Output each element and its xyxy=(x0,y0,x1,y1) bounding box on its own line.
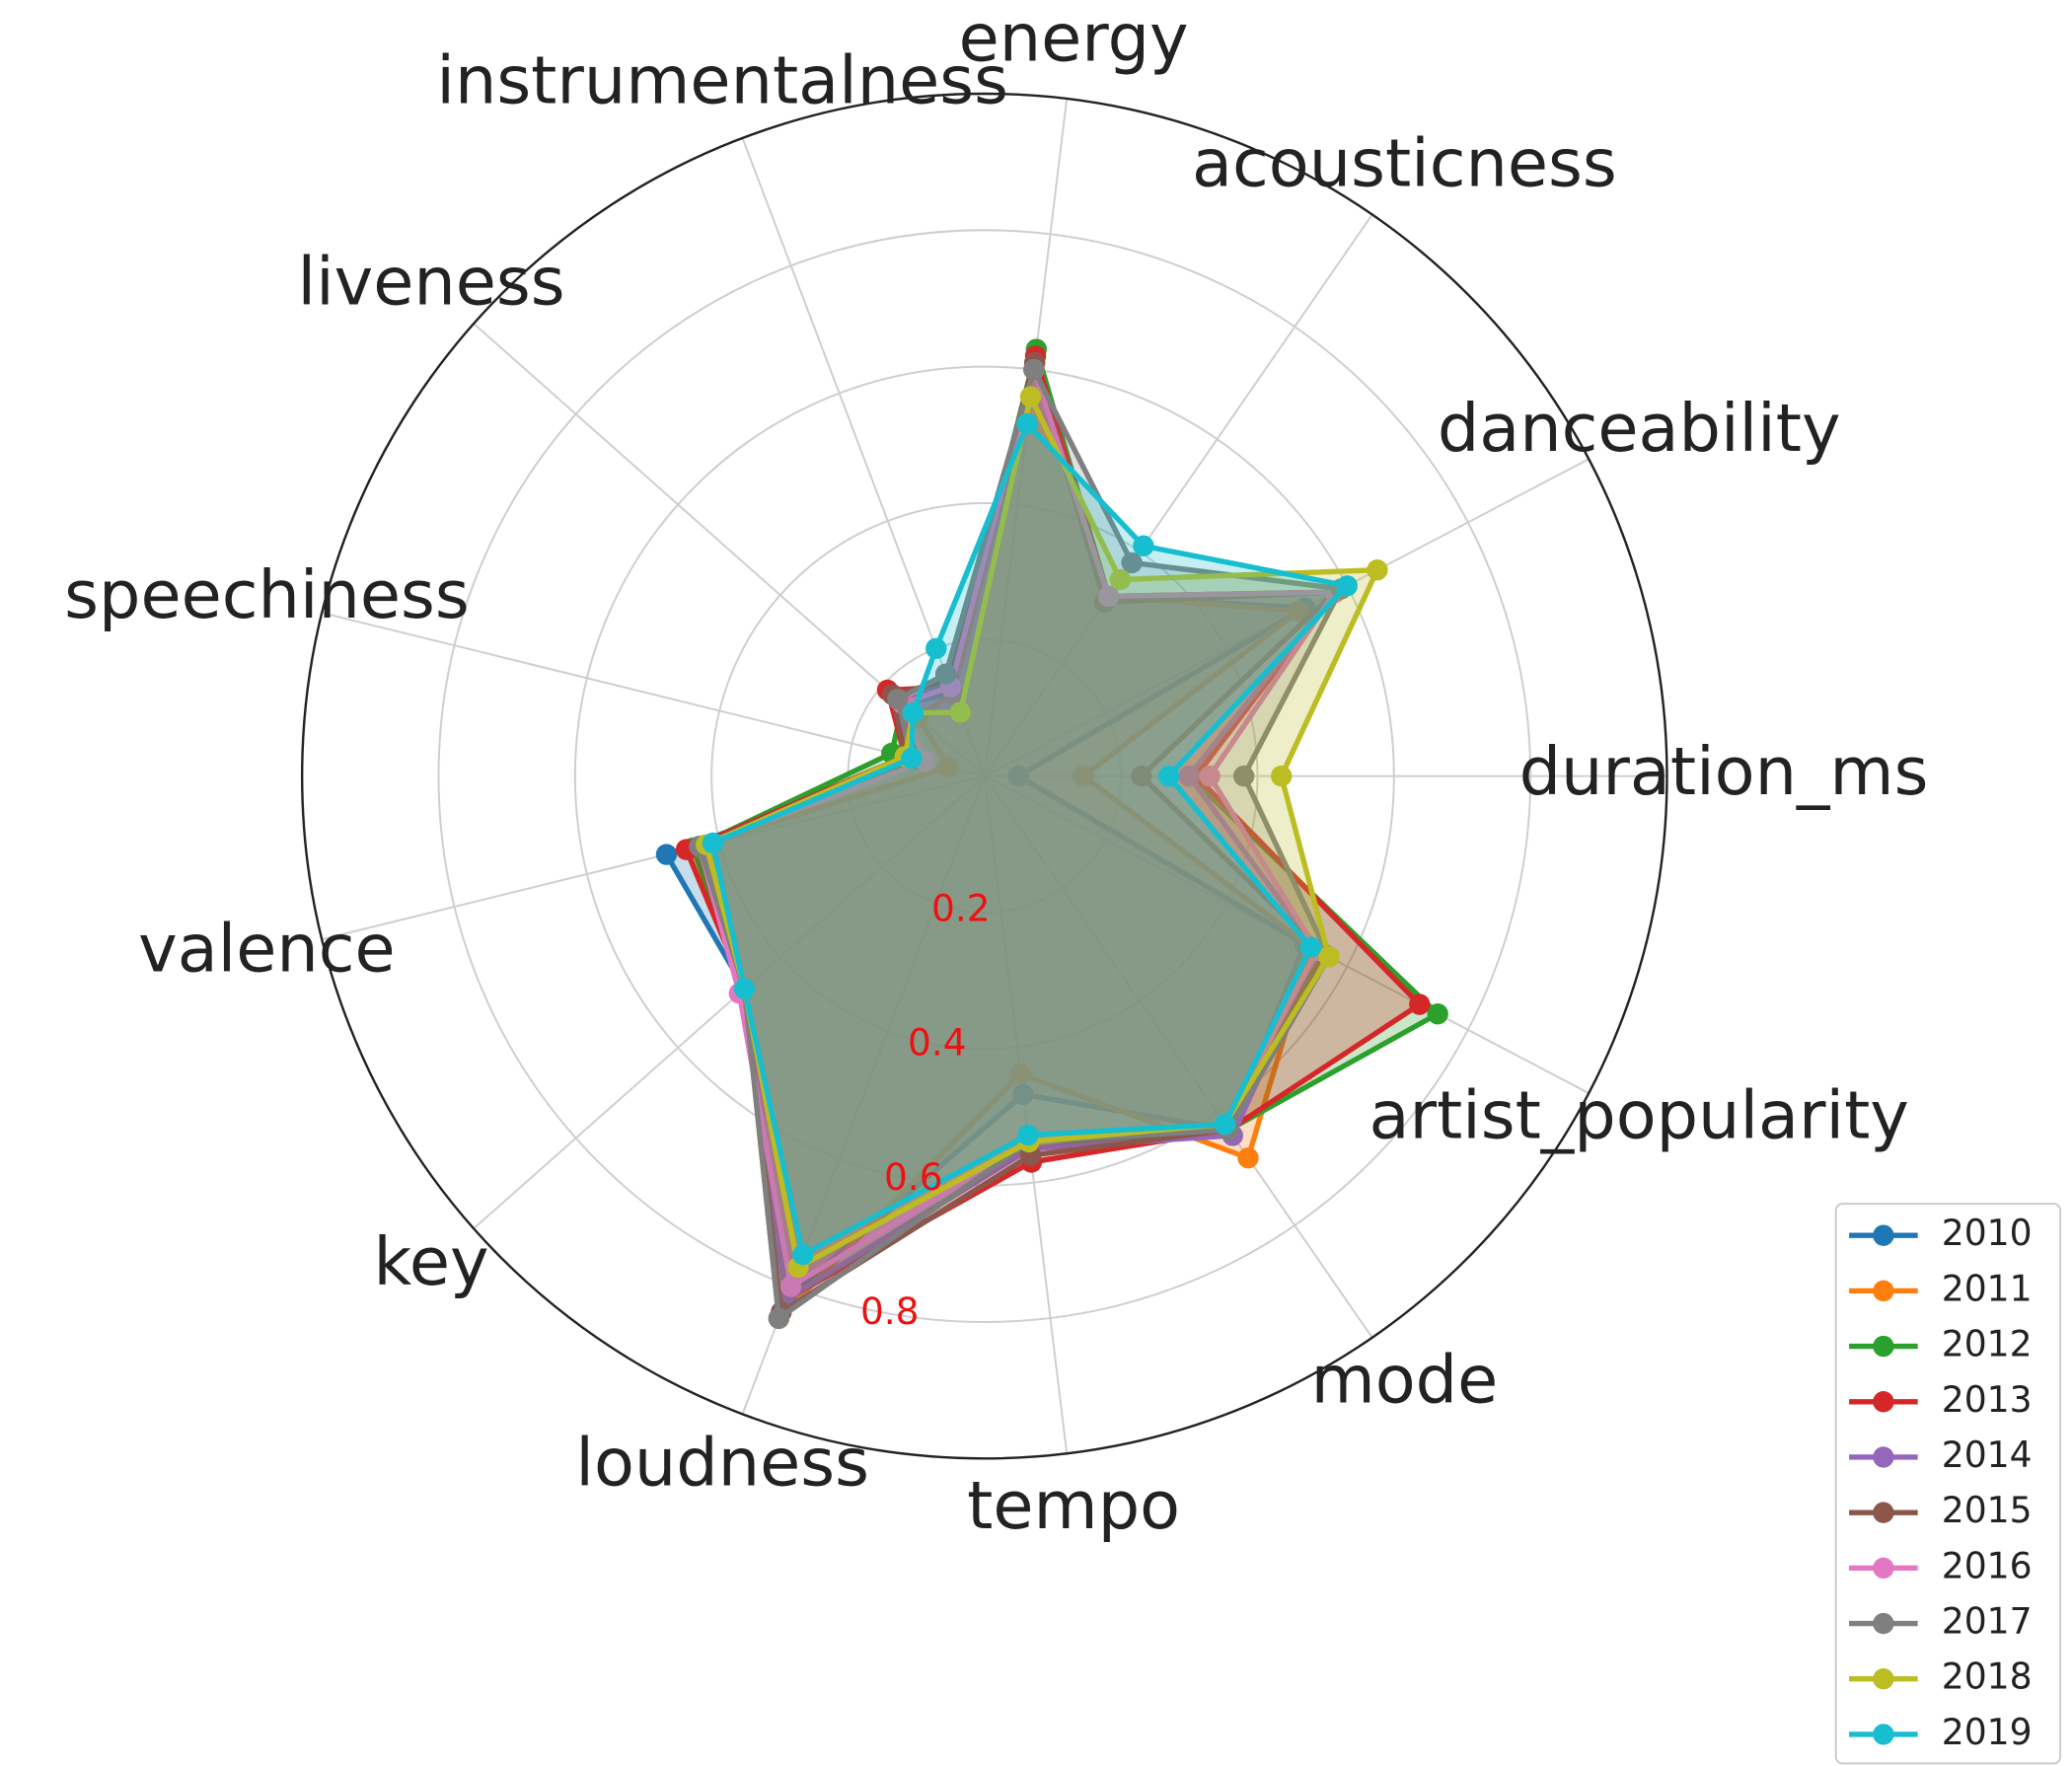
data-point xyxy=(902,701,925,724)
series-area xyxy=(699,369,1336,1287)
legend: 2010 2011 2012 2013 2014 2015 2016 2017 2018 2019 xyxy=(1834,1203,2062,1765)
data-point xyxy=(1367,559,1388,581)
series-area xyxy=(712,423,1348,1255)
legend-marker xyxy=(1873,1557,1894,1580)
legend-label: 2018 xyxy=(1942,1656,2033,1698)
spoke xyxy=(983,213,1373,777)
category-label: duration_ms xyxy=(1519,733,1929,810)
legend-label: 2014 xyxy=(1942,1434,2033,1476)
legend-marker xyxy=(1873,1724,1894,1745)
spoke xyxy=(322,612,986,777)
data-point xyxy=(1157,765,1180,787)
data-point xyxy=(1023,358,1045,381)
data-point xyxy=(1121,552,1143,574)
category-label: acousticness xyxy=(1192,125,1617,202)
data-point xyxy=(901,747,923,770)
r-tick-label: 0.4 xyxy=(908,1021,967,1065)
legend-label: 2010 xyxy=(1942,1212,2033,1254)
data-point xyxy=(702,832,724,854)
series-area xyxy=(699,362,1336,1299)
series-area xyxy=(686,369,1311,1319)
data-point xyxy=(1199,765,1221,787)
category-label: valence xyxy=(138,910,396,987)
legend-label: 2019 xyxy=(1942,1711,2033,1753)
data-point xyxy=(1318,946,1340,968)
legend-label: 2012 xyxy=(1942,1323,2033,1365)
data-point xyxy=(1016,412,1038,435)
r-tick-label: 0.6 xyxy=(884,1155,943,1199)
grid xyxy=(300,92,1668,1460)
legend-marker xyxy=(1873,1280,1894,1302)
category-label: mode xyxy=(1311,1342,1499,1419)
data-point xyxy=(1237,1147,1259,1169)
data-point xyxy=(792,1243,814,1266)
legend-label: 2016 xyxy=(1942,1544,2033,1586)
series-area xyxy=(705,397,1377,1268)
series-line xyxy=(709,420,1350,1258)
category-label: energy xyxy=(959,0,1189,76)
data-point xyxy=(1409,993,1431,1015)
data-point xyxy=(1131,765,1152,787)
plot-area xyxy=(655,338,1448,1330)
data-point xyxy=(779,1276,802,1297)
series-area xyxy=(693,349,1439,1299)
category-label: loudness xyxy=(575,1425,869,1502)
data-point xyxy=(1133,535,1154,556)
data-point xyxy=(1017,1124,1039,1146)
data-point xyxy=(1019,386,1042,407)
labels: 0.2 0.4 0.6 0.8 duration_ms danceability acous… xyxy=(64,0,1928,1544)
data-point xyxy=(733,978,756,999)
category-label: speechiness xyxy=(64,556,470,633)
data-point xyxy=(1097,585,1120,608)
legend-marker xyxy=(1873,1612,1894,1635)
data-point xyxy=(1007,765,1030,787)
data-point xyxy=(1336,575,1358,597)
data-point xyxy=(937,756,959,778)
category-label: liveness xyxy=(298,243,565,320)
data-point xyxy=(1288,600,1309,623)
data-point xyxy=(1012,1083,1034,1106)
legend-marker xyxy=(1873,1446,1894,1468)
data-point xyxy=(1299,936,1322,958)
r-tick-label: 0.8 xyxy=(860,1289,920,1333)
data-point xyxy=(1214,1113,1236,1136)
category-label: artist_popularity xyxy=(1369,1076,1908,1153)
data-point xyxy=(887,688,909,710)
data-point xyxy=(1109,568,1132,591)
category-label: danceability xyxy=(1438,390,1841,467)
legend-marker xyxy=(1873,1224,1894,1246)
legend-label: 2011 xyxy=(1942,1267,2033,1309)
data-point xyxy=(934,663,957,685)
spoke xyxy=(322,774,986,941)
legend-marker xyxy=(1873,1502,1894,1523)
legend-marker xyxy=(1873,1391,1894,1413)
category-label: instrumentalness xyxy=(436,42,1008,119)
category-label: tempo xyxy=(967,1467,1180,1544)
spoke xyxy=(983,775,1069,1454)
data-point xyxy=(1178,765,1201,787)
data-point xyxy=(925,637,947,659)
spoke xyxy=(983,98,1069,776)
data-point xyxy=(655,844,678,865)
data-point xyxy=(1009,1064,1032,1085)
data-point xyxy=(1427,1003,1448,1025)
series-area xyxy=(699,369,1342,1319)
legend-marker xyxy=(1873,1335,1894,1358)
category-label: key xyxy=(374,1223,489,1300)
outer-frame xyxy=(300,92,1668,1460)
legend-marker xyxy=(1873,1668,1894,1690)
r-tick-label: 0.2 xyxy=(931,886,991,929)
spoke xyxy=(473,774,986,1230)
data-point xyxy=(1232,765,1255,787)
data-point xyxy=(949,701,972,723)
data-point xyxy=(768,1307,790,1330)
legend-label: 2013 xyxy=(1942,1378,2033,1421)
data-point xyxy=(1073,765,1094,787)
spoke xyxy=(983,775,1373,1339)
series-area xyxy=(686,355,1420,1299)
data-point xyxy=(1270,765,1293,787)
legend-label: 2017 xyxy=(1942,1600,2033,1643)
legend-label: 2015 xyxy=(1942,1489,2033,1531)
